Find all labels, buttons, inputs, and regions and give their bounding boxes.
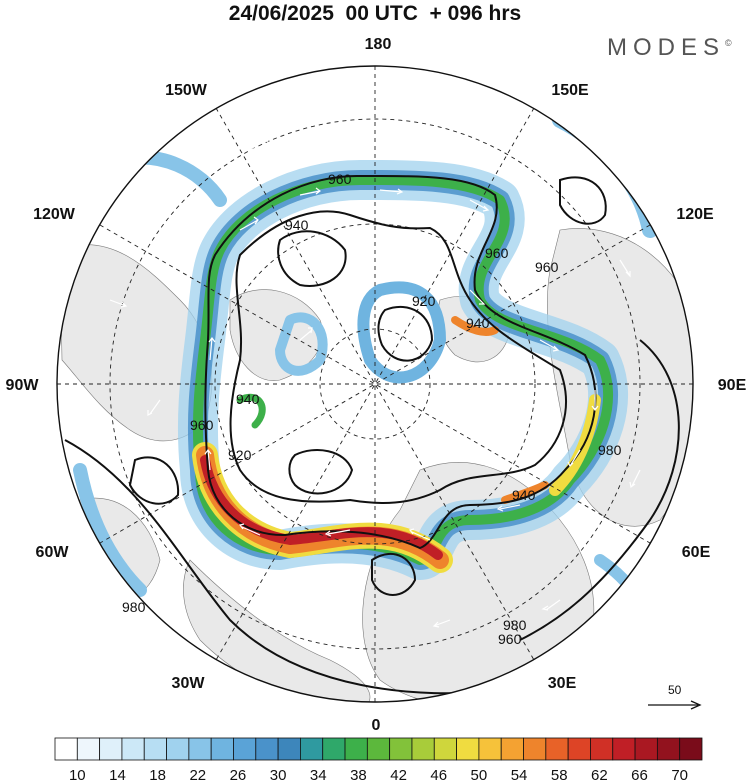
map-boundary bbox=[56, 65, 694, 703]
colorbar-swatch bbox=[656, 737, 681, 761]
colorbar-swatch bbox=[143, 737, 167, 761]
colorbar-swatch bbox=[210, 737, 234, 761]
colorbar-swatch bbox=[634, 737, 658, 761]
brand-logo: MODES© bbox=[607, 34, 732, 61]
colorbar-tick-label: 34 bbox=[310, 767, 327, 782]
colorbar-tick-label: 70 bbox=[671, 767, 688, 782]
contour-label: 960 bbox=[498, 631, 522, 647]
wind-speed-field bbox=[73, 112, 666, 646]
colorbar-tick-label: 54 bbox=[511, 767, 528, 782]
colorbar-tick-label: 38 bbox=[350, 767, 367, 782]
colorbar-tick-label: 58 bbox=[551, 767, 568, 782]
colorbar-swatch bbox=[590, 737, 614, 761]
reference-vector-label: 50 bbox=[668, 683, 682, 697]
label-90e: 90E bbox=[718, 377, 747, 394]
colorbar-swatch bbox=[300, 737, 324, 761]
contour-label: 960 bbox=[535, 259, 559, 275]
contour-label: 960 bbox=[328, 171, 352, 187]
colorbar-tick-label: 42 bbox=[390, 767, 407, 782]
colorbar-tick-label: 66 bbox=[631, 767, 648, 782]
label-180: 180 bbox=[365, 36, 392, 53]
label-150w: 150W bbox=[165, 82, 208, 99]
colorbar-tick-label: 22 bbox=[189, 767, 206, 782]
colorbar-swatch bbox=[456, 737, 480, 761]
contour-label: 940 bbox=[236, 391, 260, 407]
contour-label: 940 bbox=[512, 487, 536, 503]
colorbar-swatch bbox=[121, 737, 145, 761]
contour-label: 960 bbox=[190, 417, 214, 433]
colorbar-swatch bbox=[500, 737, 524, 761]
contour-label: 960 bbox=[485, 245, 509, 261]
colorbar-swatch bbox=[54, 737, 78, 761]
colorbar-tick-label: 50 bbox=[471, 767, 488, 782]
meridian-labels: 180 150W 150E 120W 120E 90W 90E 60W 60E … bbox=[6, 36, 747, 734]
label-150e: 150E bbox=[551, 82, 589, 99]
contour-label: 940 bbox=[466, 315, 490, 331]
colorbar-tick-label: 30 bbox=[270, 767, 287, 782]
colorbar-tick-label: 62 bbox=[591, 767, 608, 782]
map-title: 24/06/2025 00 UTC + 096 hrs bbox=[228, 2, 522, 25]
colorbar-swatch bbox=[344, 737, 368, 761]
colorbar-swatch bbox=[411, 737, 435, 761]
contour-label: 980 bbox=[122, 599, 146, 615]
label-60e: 60E bbox=[682, 544, 711, 561]
colorbar-swatch bbox=[545, 737, 569, 761]
colorbar-tick-label: 46 bbox=[430, 767, 447, 782]
colorbar-swatch bbox=[322, 737, 346, 761]
colorbar-tick-label: 10 bbox=[69, 767, 86, 782]
colorbar-swatch bbox=[478, 737, 502, 761]
label-0: 0 bbox=[372, 717, 381, 734]
label-90w: 90W bbox=[6, 377, 40, 394]
colorbar-swatch bbox=[389, 737, 413, 761]
colorbar-swatch bbox=[255, 737, 279, 761]
contour-label: 940 bbox=[285, 217, 309, 233]
colorbar-tick-label: 14 bbox=[109, 767, 126, 782]
contour-label: 980 bbox=[503, 617, 527, 633]
contour-label: 920 bbox=[228, 447, 252, 463]
colorbar-swatch bbox=[76, 737, 101, 761]
label-120e: 120E bbox=[676, 206, 714, 223]
colorbar-swatch bbox=[679, 737, 703, 761]
reference-vector bbox=[648, 700, 702, 710]
contour-label: 920 bbox=[412, 293, 436, 309]
colorbar-swatch bbox=[433, 737, 457, 761]
label-120w: 120W bbox=[33, 206, 76, 223]
colorbar-swatch bbox=[99, 737, 123, 761]
colorbar-swatch bbox=[188, 737, 212, 761]
colorbar-tick-label: 18 bbox=[149, 767, 166, 782]
wind-vectors bbox=[109, 139, 641, 628]
colorbar-swatch bbox=[523, 737, 547, 761]
label-30e: 30E bbox=[548, 675, 577, 692]
height-contours bbox=[64, 174, 680, 695]
contour-label: 980 bbox=[598, 442, 622, 458]
graticule bbox=[57, 66, 693, 702]
contour-labels: 960 940 960 960 920 940 940 960 920 940 … bbox=[122, 171, 622, 647]
label-60w: 60W bbox=[36, 544, 70, 561]
colorbar-swatch bbox=[366, 737, 391, 761]
colorbar-tick-label: 26 bbox=[230, 767, 247, 782]
colorbar-swatch bbox=[567, 737, 591, 761]
colorbar-swatch bbox=[277, 737, 301, 761]
colorbar-swatch bbox=[233, 737, 257, 761]
label-30w: 30W bbox=[172, 675, 206, 692]
colorbar: 10 14 18 22 26 30 34 38 42 46 50 54 58 62 66 70 bbox=[54, 737, 703, 782]
colorbar-swatch bbox=[166, 737, 190, 761]
colorbar-swatch bbox=[612, 737, 636, 761]
